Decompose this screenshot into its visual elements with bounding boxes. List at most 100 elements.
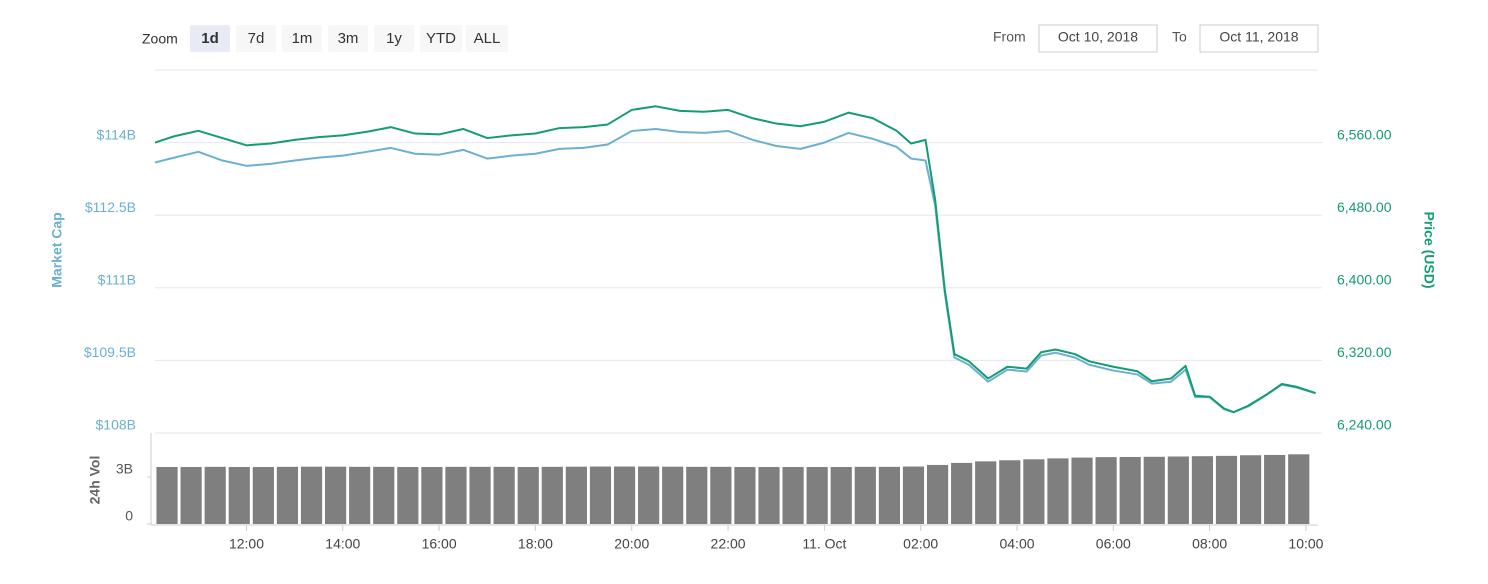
volume-bar bbox=[1191, 456, 1214, 524]
y2-tick-label: 6,240.00 bbox=[1337, 417, 1392, 433]
volume-bar bbox=[806, 466, 828, 524]
y-tick-label: $108B bbox=[96, 417, 136, 433]
zoom-button[interactable] bbox=[328, 25, 368, 52]
zoom-button[interactable] bbox=[282, 25, 322, 52]
volume-bar bbox=[276, 466, 299, 524]
x-tick-label: 11. Oct bbox=[802, 536, 846, 552]
line-series bbox=[154, 128, 1316, 414]
zoom-button[interactable] bbox=[374, 25, 414, 52]
volume-bar bbox=[1023, 459, 1045, 524]
x-tick-label: 22:00 bbox=[711, 536, 746, 552]
zoom-button[interactable] bbox=[236, 25, 276, 52]
from-box[interactable] bbox=[1038, 24, 1158, 53]
volume-bar bbox=[349, 466, 371, 524]
x-tick-label: 04:00 bbox=[999, 536, 1034, 552]
zoom-button-label[interactable]: 3m bbox=[338, 30, 359, 47]
y2-tick-label: 6,400.00 bbox=[1337, 272, 1392, 288]
volume-bar bbox=[1143, 456, 1165, 524]
volume-bar bbox=[541, 466, 563, 524]
volume-bar bbox=[373, 466, 395, 524]
volume-bar bbox=[421, 466, 443, 524]
y2-tick-label: 6,320.00 bbox=[1337, 344, 1392, 360]
zoom-button-label[interactable]: YTD bbox=[426, 30, 456, 47]
volume-bar bbox=[228, 466, 250, 524]
from-label: From bbox=[993, 29, 1026, 45]
volume-bar bbox=[758, 466, 780, 524]
volume-bar bbox=[686, 466, 708, 524]
x-tick-label: 12:00 bbox=[229, 536, 264, 552]
volume-bar bbox=[951, 462, 973, 524]
y-tick-label: $112.5B bbox=[85, 199, 136, 215]
volume-bar bbox=[902, 466, 925, 524]
zoom-label: Zoom bbox=[142, 31, 178, 47]
volume-bar bbox=[734, 466, 756, 524]
volume-bar bbox=[975, 461, 997, 524]
volume-bar bbox=[1288, 454, 1310, 524]
volume-bar bbox=[300, 466, 323, 524]
y-tick-label: $111B bbox=[98, 272, 136, 288]
zoom-button[interactable] bbox=[190, 25, 230, 52]
volume-bar bbox=[252, 466, 274, 524]
from-date[interactable]: Oct 10, 2018 bbox=[1058, 29, 1138, 45]
volume-bar bbox=[156, 466, 178, 524]
volume-bar bbox=[830, 466, 852, 524]
volume-bar bbox=[324, 466, 347, 524]
volume-bar bbox=[662, 466, 684, 524]
x-tick-label: 02:00 bbox=[903, 536, 938, 552]
volume-bar bbox=[782, 466, 804, 524]
volume-bar bbox=[999, 460, 1021, 524]
x-tick-label: 20:00 bbox=[614, 536, 649, 552]
volume-bar bbox=[710, 466, 732, 524]
x-tick-label: 10:00 bbox=[1288, 536, 1323, 552]
volume-bar bbox=[854, 466, 876, 524]
y2-tick-label: 6,480.00 bbox=[1337, 199, 1392, 215]
volume-bar bbox=[1264, 454, 1286, 524]
volume-bar bbox=[1095, 457, 1117, 524]
volume-bar bbox=[1167, 456, 1189, 524]
y-tick-label: $114B bbox=[97, 126, 136, 142]
volume-bar bbox=[180, 466, 202, 524]
volume-bar bbox=[204, 466, 226, 524]
volume-bar bbox=[613, 466, 636, 524]
y2-axis-title: Price (USD) bbox=[1421, 211, 1437, 288]
volume-bar bbox=[397, 466, 419, 524]
y-tick-label: 3B bbox=[116, 461, 133, 477]
volume-bar bbox=[445, 466, 467, 524]
volume-bar bbox=[493, 466, 515, 524]
volume-bar bbox=[1071, 457, 1093, 524]
zoom-button-label[interactable]: 1m bbox=[292, 30, 313, 47]
volume-bar bbox=[469, 466, 491, 524]
zoom-button-label[interactable]: 1y bbox=[386, 30, 402, 47]
volume-bar bbox=[1215, 455, 1238, 524]
y-axis-title: Market Cap bbox=[49, 212, 65, 287]
volume-axis-title: 24h Vol bbox=[87, 456, 103, 505]
x-tick-label: 16:00 bbox=[422, 536, 457, 552]
volume-bar bbox=[1239, 455, 1262, 524]
volume-bar bbox=[1047, 458, 1069, 524]
volume-bar bbox=[878, 466, 900, 524]
y-tick-label: $109.5B bbox=[84, 344, 136, 360]
to-date[interactable]: Oct 11, 2018 bbox=[1219, 29, 1298, 45]
zoom-button[interactable] bbox=[466, 25, 508, 52]
to-label: To bbox=[1172, 29, 1187, 45]
volume-bar bbox=[638, 466, 660, 524]
line-series bbox=[154, 105, 1316, 414]
volume-bar bbox=[517, 466, 539, 524]
x-tick-label: 14:00 bbox=[325, 536, 360, 552]
volume-bar bbox=[1119, 456, 1141, 524]
volume-bar bbox=[589, 466, 612, 524]
zoom-button-label[interactable]: 7d bbox=[248, 30, 265, 47]
x-tick-label: 18:00 bbox=[518, 536, 553, 552]
volume-bar bbox=[565, 466, 587, 524]
zoom-button-label[interactable]: ALL bbox=[474, 30, 501, 47]
x-tick-label: 06:00 bbox=[1096, 536, 1131, 552]
zoom-button[interactable] bbox=[420, 25, 462, 52]
volume-bar bbox=[926, 464, 949, 524]
y2-tick-label: 6,560.00 bbox=[1337, 126, 1392, 142]
to-box[interactable] bbox=[1199, 24, 1319, 53]
zoom-button-label[interactable]: 1d bbox=[201, 30, 219, 47]
y-tick-label: 0 bbox=[125, 508, 133, 524]
x-tick-label: 08:00 bbox=[1192, 536, 1227, 552]
